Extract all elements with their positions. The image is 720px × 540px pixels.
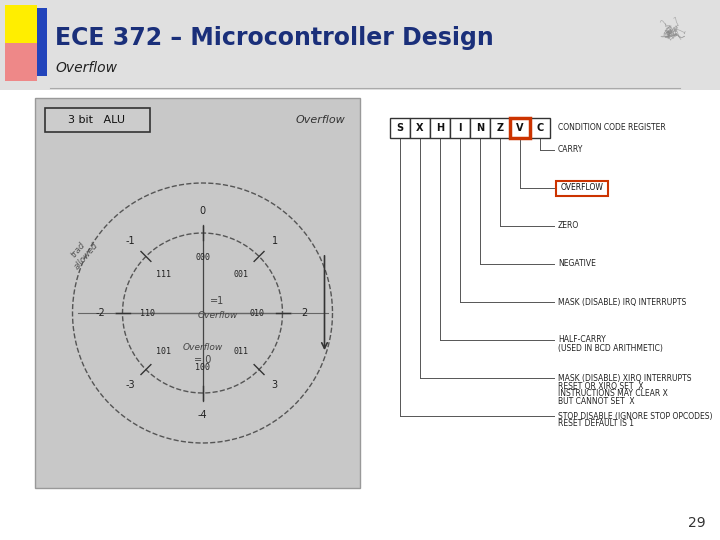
Text: H: H xyxy=(436,123,444,133)
Text: 110: 110 xyxy=(140,308,155,318)
Bar xyxy=(510,118,530,138)
Bar xyxy=(410,118,430,138)
Text: V: V xyxy=(516,123,523,133)
Text: 3: 3 xyxy=(271,380,278,390)
Text: (USED IN BCD ARITHMETIC): (USED IN BCD ARITHMETIC) xyxy=(558,343,663,353)
Text: HALF-CARRY: HALF-CARRY xyxy=(558,335,606,345)
Text: OVERFLOW: OVERFLOW xyxy=(561,184,603,192)
Bar xyxy=(5,5,37,43)
Text: CARRY: CARRY xyxy=(558,145,583,154)
Text: 0: 0 xyxy=(199,206,206,216)
Text: INSTRUCTIONS MAY CLEAR X: INSTRUCTIONS MAY CLEAR X xyxy=(558,389,668,399)
Text: S: S xyxy=(397,123,404,133)
Bar xyxy=(5,43,37,81)
Text: -3: -3 xyxy=(125,380,135,390)
Text: 1: 1 xyxy=(271,236,278,246)
Text: Overflow: Overflow xyxy=(55,61,117,75)
Bar xyxy=(45,108,150,132)
Text: 010: 010 xyxy=(250,308,265,318)
Text: 101: 101 xyxy=(156,347,171,356)
Text: Overflow: Overflow xyxy=(182,343,222,353)
Bar xyxy=(37,8,47,76)
Bar xyxy=(390,118,410,138)
Text: trad
allowed: trad allowed xyxy=(65,234,100,272)
Bar xyxy=(470,118,490,138)
Text: Overflow: Overflow xyxy=(197,310,238,320)
Bar xyxy=(450,118,470,138)
Text: 2: 2 xyxy=(302,308,307,318)
Text: X: X xyxy=(416,123,424,133)
Bar xyxy=(430,118,450,138)
Text: -4: -4 xyxy=(198,410,207,420)
Text: V: V xyxy=(516,123,523,133)
Text: NEGATIVE: NEGATIVE xyxy=(558,260,596,268)
Text: RESET DEFAULT IS 1: RESET DEFAULT IS 1 xyxy=(558,420,634,429)
Text: C: C xyxy=(536,123,544,133)
Text: -2: -2 xyxy=(96,308,105,318)
Bar xyxy=(556,180,608,195)
Text: BUT CANNOT SET  X: BUT CANNOT SET X xyxy=(558,397,634,407)
Text: ZERO: ZERO xyxy=(558,221,580,231)
Text: ECE 372 – Microcontroller Design: ECE 372 – Microcontroller Design xyxy=(55,26,494,50)
Bar xyxy=(530,118,550,138)
Text: MASK (DISABLE) IRQ INTERRUPTS: MASK (DISABLE) IRQ INTERRUPTS xyxy=(558,298,686,307)
Text: 29: 29 xyxy=(688,516,706,530)
Text: = 0: = 0 xyxy=(194,355,211,365)
Text: RESET OR XIRQ SET  X: RESET OR XIRQ SET X xyxy=(558,381,644,390)
Text: MASK (DISABLE) XIRQ INTERRUPTS: MASK (DISABLE) XIRQ INTERRUPTS xyxy=(558,374,691,382)
Text: 100: 100 xyxy=(195,363,210,373)
Text: STOP DISABLE (IGNORE STOP OPCODES): STOP DISABLE (IGNORE STOP OPCODES) xyxy=(558,411,713,421)
Text: 111: 111 xyxy=(156,269,171,279)
Text: I: I xyxy=(458,123,462,133)
Text: 011: 011 xyxy=(234,347,249,356)
Bar xyxy=(35,98,360,488)
Text: 3 bit   ALU: 3 bit ALU xyxy=(68,115,125,125)
Bar xyxy=(510,118,530,138)
Text: -1: -1 xyxy=(125,236,135,246)
Bar xyxy=(0,0,720,90)
Bar xyxy=(490,118,510,138)
Text: 000: 000 xyxy=(195,253,210,262)
Text: Overflow: Overflow xyxy=(295,115,345,125)
Text: =1: =1 xyxy=(210,296,225,306)
Text: 001: 001 xyxy=(234,269,249,279)
Text: CONDITION CODE REGISTER: CONDITION CODE REGISTER xyxy=(558,124,666,132)
Text: Z: Z xyxy=(496,123,503,133)
Text: N: N xyxy=(476,123,484,133)
